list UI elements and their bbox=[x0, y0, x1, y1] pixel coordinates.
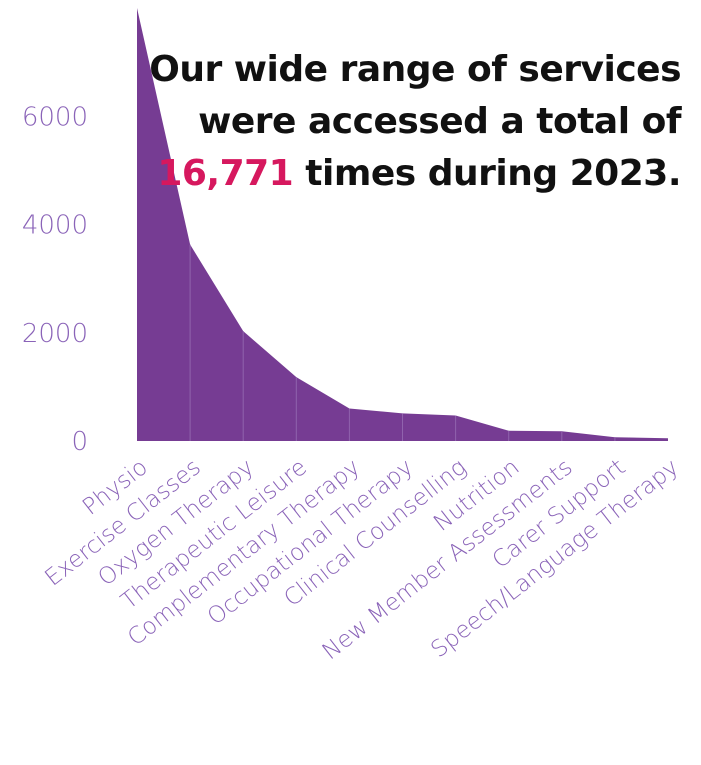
y-tick-label: 2000 bbox=[22, 319, 88, 349]
y-tick-label: 4000 bbox=[22, 211, 88, 241]
chart-headline: Our wide range of services were accessed… bbox=[121, 44, 681, 200]
y-tick-label: 6000 bbox=[22, 102, 88, 132]
divider-layer bbox=[189, 244, 616, 441]
headline-line-1: Our wide range of services bbox=[149, 49, 681, 90]
y-tick-label: 0 bbox=[71, 427, 88, 457]
headline-total-count: 16,771 bbox=[157, 153, 294, 194]
headline-line-3-suffix: times during 2023. bbox=[293, 153, 681, 194]
headline-line-2: were accessed a total of bbox=[198, 101, 681, 142]
headline-line-3: 16,771 times during 2023. bbox=[121, 148, 681, 200]
y-axis-ticks: 0 2000 4000 6000 bbox=[22, 102, 88, 457]
